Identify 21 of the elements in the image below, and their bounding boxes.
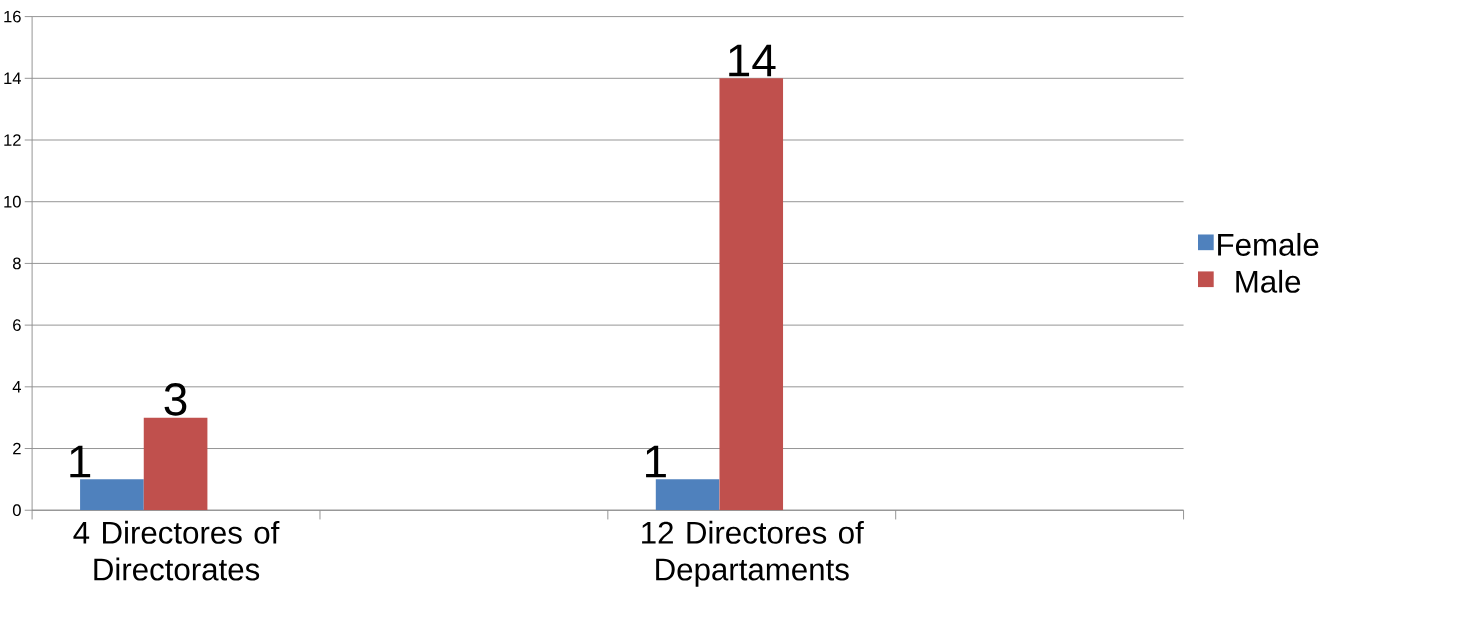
bar [719,78,784,511]
data-label: 1 [646,445,666,478]
legend-label: Male [1236,269,1301,293]
y-tick-label: 4 [12,380,21,393]
bar [655,479,720,511]
y-tick-label: 6 [13,319,21,331]
data-label: 1 [70,445,91,478]
y-tick-label: 10 [4,195,21,208]
data-label: 14 [729,44,776,77]
legend-label: Female [1218,232,1319,256]
y-tick-label: 16 [4,10,21,23]
data-label: 3 [164,382,187,416]
y-tick-label: 2 [13,442,21,455]
x-tick-label: 4 Directores of Directorates [73,520,280,581]
y-tick-label: 14 [4,72,21,84]
y-tick-label: 12 [4,134,21,146]
bar [143,417,208,511]
y-tick-label: 8 [13,257,21,270]
bar [80,479,144,511]
y-tick-label: 0 [12,504,21,516]
x-tick-label: 12 Directores of Departaments [642,520,864,587]
